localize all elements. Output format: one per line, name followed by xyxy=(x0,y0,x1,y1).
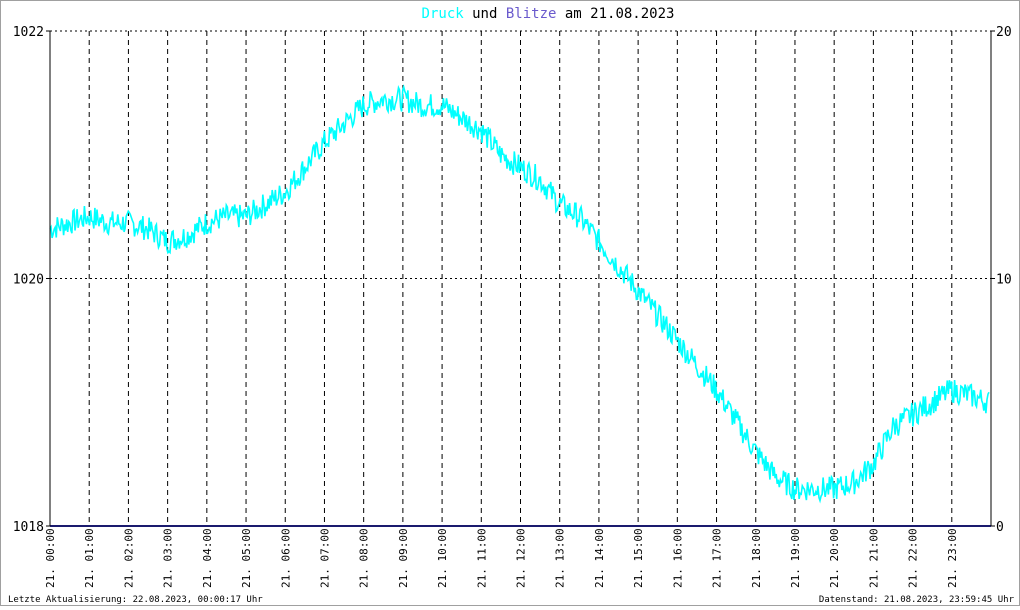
y-right-tick-label: 0 xyxy=(996,520,1004,535)
x-tick-label: 21. 03:00 xyxy=(162,528,175,588)
x-tick-label: 21. 09:00 xyxy=(397,528,410,588)
x-tick-label: 21. 19:00 xyxy=(789,528,802,588)
footer-last-update: Letzte Aktualisierung: 22.08.2023, 00:00… xyxy=(8,595,263,605)
x-tick-label: 21. 01:00 xyxy=(83,528,96,588)
title-blitze: Blitze xyxy=(506,6,557,22)
x-tick-label: 21. 16:00 xyxy=(671,528,684,588)
footer-data-status: Datenstand: 21.08.2023, 23:59:45 Uhr xyxy=(819,595,1015,605)
x-tick-label: 21. 17:00 xyxy=(711,528,724,588)
x-tick-label: 21. 08:00 xyxy=(358,528,371,588)
x-tick-label: 21. 00:00 xyxy=(44,528,57,588)
x-tick-label: 21. 11:00 xyxy=(475,528,488,588)
x-tick-label: 21. 14:00 xyxy=(593,528,606,588)
x-tick-label: 21. 05:00 xyxy=(240,528,253,588)
x-tick-label: 21. 12:00 xyxy=(515,528,528,588)
y-left-tick-label: 1020 xyxy=(13,273,44,288)
series-layer xyxy=(49,84,991,527)
title-druck: Druck xyxy=(422,6,465,22)
y-right-tick-label: 10 xyxy=(996,273,1012,288)
chart-title: Druck und Blitze am 21.08.2023 xyxy=(422,6,675,22)
title-date: am 21.08.2023 xyxy=(556,6,674,22)
x-tick-label: 21. 13:00 xyxy=(554,528,567,588)
x-tick-label: 21. 21:00 xyxy=(867,528,880,588)
x-tick-label: 21. 23:00 xyxy=(946,528,959,588)
grid xyxy=(50,30,991,526)
x-tick-label: 21. 06:00 xyxy=(279,528,292,588)
x-tick-label: 21. 02:00 xyxy=(122,528,135,588)
x-tick-label: 21. 07:00 xyxy=(319,528,332,588)
title-und: und xyxy=(464,6,506,22)
x-tick-label: 21. 18:00 xyxy=(750,528,763,588)
x-tick-label: 21. 04:00 xyxy=(201,528,214,588)
x-tick-label: 21. 20:00 xyxy=(828,528,841,588)
y-right-tick-label: 20 xyxy=(996,25,1012,40)
x-tick-label: 21. 15:00 xyxy=(632,528,645,588)
x-tick-label: 21. 10:00 xyxy=(436,528,449,588)
y-left-tick-label: 1022 xyxy=(13,25,44,40)
y-left-tick-label: 1018 xyxy=(13,520,44,535)
x-tick-label: 21. 22:00 xyxy=(907,528,920,588)
series-druck-line xyxy=(49,84,990,504)
